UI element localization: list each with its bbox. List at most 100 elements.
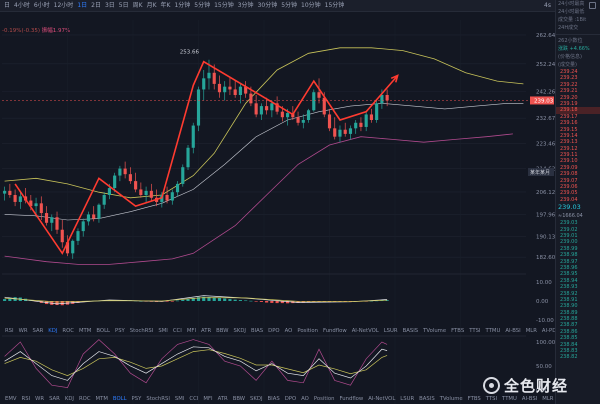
indicator-tab[interactable]: BOLL — [96, 328, 110, 334]
timeframe-tab[interactable]: 15分钟 — [214, 2, 234, 9]
candle-body — [207, 72, 211, 79]
indicator-tab[interactable]: ROC — [78, 396, 91, 402]
candle-body — [244, 86, 248, 94]
timeframe-tab[interactable]: 5分钟 — [194, 2, 211, 9]
bid-price: 238.88 — [560, 316, 578, 323]
candle-body — [144, 190, 148, 195]
indicator-tab[interactable]: DPO — [268, 328, 280, 334]
indicator-tab[interactable]: MLR — [525, 328, 537, 334]
timeframe-tab[interactable]: 1日 — [77, 2, 88, 9]
indicator-tab[interactable]: BBW — [216, 328, 229, 334]
indicator-tab[interactable]: TTMU — [485, 328, 501, 334]
price-tick-label: 232.67 — [536, 116, 555, 122]
indicator-tab[interactable]: CCI — [189, 396, 199, 402]
timeframe-tab[interactable]: 15分钟 — [324, 2, 345, 9]
timeframe-tab[interactable]: 4小时 — [14, 2, 30, 9]
indicator-tab[interactable]: MFI — [186, 328, 197, 334]
indicator-tab[interactable]: AO — [284, 328, 293, 334]
indicator-tab[interactable]: KDJ — [64, 396, 74, 402]
indicator-tab[interactable]: WR — [18, 328, 28, 334]
timeframe-tab[interactable]: 2日 — [91, 2, 101, 9]
indicator-tab[interactable]: CCI — [172, 328, 182, 334]
indicator-tab[interactable]: BASIS — [419, 396, 435, 402]
timeframe-tab[interactable]: 1分钟 — [174, 2, 191, 9]
indicator-tab[interactable]: SAR — [49, 396, 60, 402]
timeframe-tab[interactable]: 周K — [132, 2, 143, 9]
indicator-tab[interactable]: Position — [297, 328, 318, 334]
candle-body — [343, 129, 347, 134]
timeframe-tab[interactable]: 3分钟 — [237, 2, 254, 9]
indicator-tab[interactable]: KDJ — [48, 328, 58, 334]
indicator-tab[interactable]: TTSI — [469, 328, 481, 334]
indicator-tab[interactable]: RSI — [21, 396, 31, 402]
ask-price: 239.20 — [560, 94, 578, 101]
indicator-tab[interactable]: TVolume — [423, 328, 447, 334]
indicator-tab[interactable]: PSY — [115, 328, 125, 334]
candle-body — [380, 95, 384, 104]
indicator-tab[interactable]: TTMU — [502, 396, 517, 402]
timeframe-tab[interactable]: 月K — [146, 2, 157, 9]
indicator-tab[interactable]: LSUR — [383, 328, 398, 334]
candle-body — [327, 114, 332, 129]
timeframe-tab[interactable]: 3日 — [104, 2, 115, 9]
indicator-tab[interactable]: WR — [35, 396, 45, 402]
indicator-tab[interactable]: MFI — [203, 396, 213, 402]
indicator-tab[interactable]: BIAS — [250, 328, 264, 334]
indicator-tab[interactable]: FTBS — [451, 328, 465, 334]
candle-body — [202, 78, 206, 90]
indicator-tab[interactable]: AI-NetVOL — [368, 396, 396, 402]
expand-icon[interactable] — [589, 2, 596, 9]
change-pct: 涨跌 +4.66% — [556, 45, 600, 53]
timeframe-tab[interactable]: 日 — [4, 2, 11, 9]
indicator-tab[interactable]: MTM — [95, 396, 108, 402]
indicator-tab[interactable]: DPO — [284, 396, 297, 402]
timeframe-tab[interactable]: 年K — [160, 2, 171, 9]
indicator-tab[interactable]: AI-PD — [541, 328, 555, 334]
indicator-tab[interactable]: AI-BSI — [521, 396, 538, 402]
indicator-tab[interactable]: Position — [313, 396, 335, 402]
indicator-tab[interactable]: BBW — [232, 396, 246, 402]
ask-price: 239.05 — [560, 190, 578, 197]
macd-bar — [280, 301, 284, 304]
indicator-tab[interactable]: MTM — [78, 328, 92, 334]
indicator-tab[interactable]: BOLL — [112, 396, 127, 402]
indicator-tab[interactable]: StochRSI — [129, 328, 154, 334]
indicator-tab[interactable]: LSUR — [400, 396, 415, 402]
indicator-tab[interactable]: AI-BSI — [505, 328, 521, 334]
indicator-tab[interactable]: RSI — [5, 328, 14, 334]
indicator-tab[interactable]: TTSI — [485, 396, 498, 402]
indicator-tab[interactable]: Fundflow — [339, 396, 364, 402]
timeframe-tab[interactable]: 6小时 — [33, 2, 50, 9]
candle-body — [34, 203, 38, 207]
kdj-pane: 100.00 50.00 0.00 — [2, 335, 555, 394]
indicator-tab[interactable]: AO — [301, 396, 309, 402]
indicator-tab[interactable]: ROC — [62, 328, 74, 334]
indicator-tab[interactable]: FTBS — [467, 396, 481, 402]
candlestick-chart[interactable]: 262.64252.24242.26232.67223.46214.62206.… — [0, 12, 555, 404]
indicator-tab[interactable]: SAR — [32, 328, 44, 334]
indicator-tab[interactable]: SMI — [158, 328, 168, 334]
indicator-tab[interactable]: BASIS — [402, 328, 419, 334]
timeframe-tab[interactable]: 30分钟 — [257, 2, 278, 9]
indicator-tab[interactable]: MLR — [542, 396, 554, 402]
timeframe-tab[interactable]: 5日 — [118, 2, 129, 9]
indicator-tab[interactable]: SKDJ — [233, 328, 246, 334]
macd-tick-label: 10.00 — [536, 280, 552, 286]
indicator-tab[interactable]: PSY — [131, 396, 142, 402]
indicator-tab[interactable]: Fundflow — [322, 328, 347, 334]
indicator-tab[interactable]: BIAS — [267, 396, 280, 402]
price-tick-label: 182.60 — [536, 255, 555, 261]
timeframe-tab[interactable]: 10分钟 — [301, 2, 321, 9]
indicator-tab[interactable]: ATR — [217, 396, 228, 402]
indicator-tab[interactable]: AI-NetVOL — [351, 328, 379, 334]
indicator-tab[interactable]: StochRSI — [146, 396, 170, 402]
timeframe-tab[interactable]: 12小时 — [53, 2, 74, 9]
indicator-tab[interactable]: EMV — [5, 396, 17, 402]
timeframe-tab[interactable]: 5分钟 — [281, 2, 298, 9]
refresh-interval[interactable]: 4s — [544, 2, 551, 9]
indicator-tab[interactable]: SMI — [174, 396, 185, 402]
macd-bar — [139, 301, 143, 302]
indicator-tab[interactable]: SKDJ — [250, 396, 263, 402]
indicator-tab[interactable]: TVolume — [439, 396, 463, 402]
indicator-tab[interactable]: ATR — [201, 328, 212, 334]
